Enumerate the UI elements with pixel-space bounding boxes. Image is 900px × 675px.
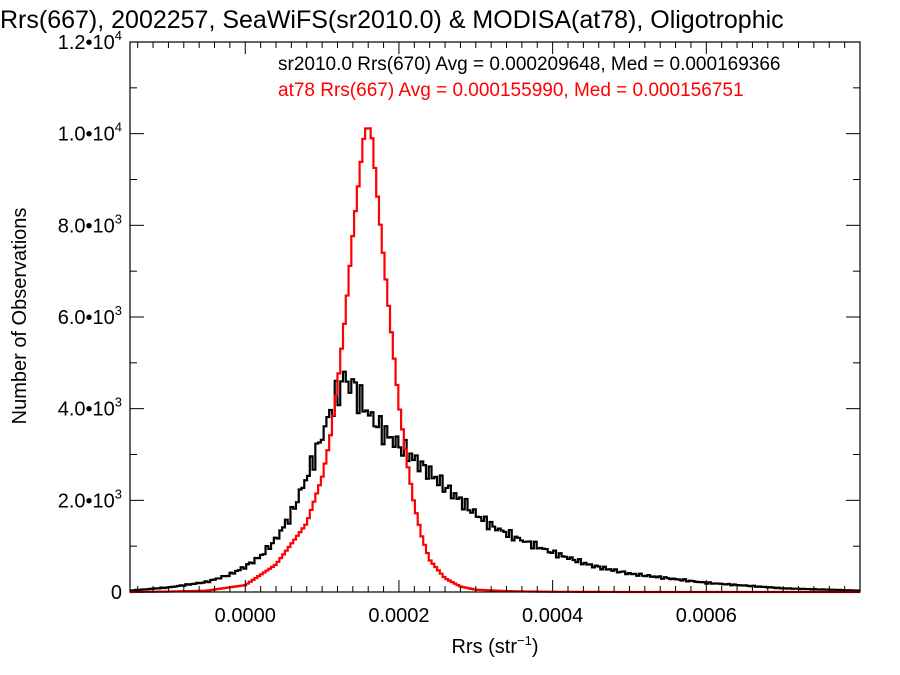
series-0-line xyxy=(130,370,860,592)
x-tick-label: 0.0002 xyxy=(368,605,429,627)
y-tick-label: 0 xyxy=(111,582,122,604)
plot-frame xyxy=(129,41,861,593)
y-tick-label: 6.0•103 xyxy=(58,303,122,329)
x-tick-label: 0.0004 xyxy=(522,605,583,627)
chart-title: Rrs(667), 2002257, SeaWiFS(sr2010.0) & M… xyxy=(0,6,784,34)
y-tick-label: 1.0•104 xyxy=(58,120,122,146)
series-1-line xyxy=(130,127,860,594)
annotation-sr2010: sr2010.0 Rrs(670) Avg = 0.000209648, Med… xyxy=(278,54,780,75)
y-tick-label: 1.2•104 xyxy=(58,28,122,54)
x-tick-label: 0.0006 xyxy=(676,605,737,627)
annotation-at78: at78 Rrs(667) Avg = 0.000155990, Med = 0… xyxy=(278,80,744,101)
x-tick-label: 0.0000 xyxy=(215,605,276,627)
y-axis-label: Number of Observations xyxy=(9,208,31,425)
y-tick-label: 2.0•103 xyxy=(58,486,122,512)
x-axis-label: Rrs (str−1) xyxy=(451,633,538,658)
y-tick-label: 8.0•103 xyxy=(58,211,122,237)
y-tick-label: 4.0•103 xyxy=(58,395,122,421)
axes-layer: 0.0000 0.0002 0.0004 0.0006 0 2.0•103 4.0•103 6… xyxy=(58,28,861,627)
series-layer xyxy=(130,127,860,594)
